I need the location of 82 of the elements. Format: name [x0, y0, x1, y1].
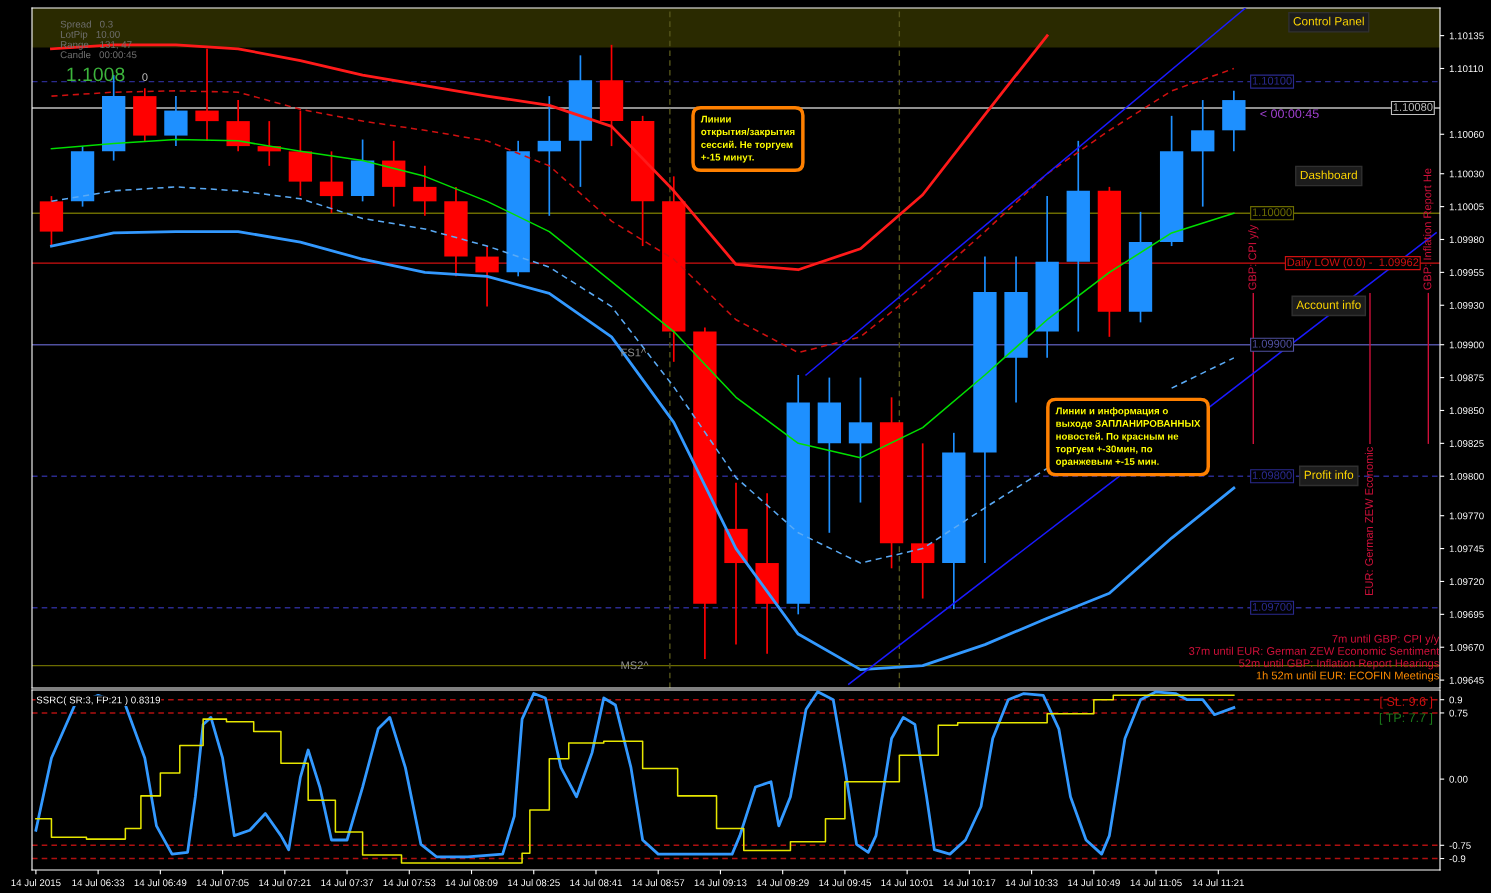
y-tick-label: 1.09720	[1449, 578, 1484, 586]
x-tick-label: 14 Jul 10:49	[1068, 879, 1120, 887]
annotation: Линии открытия/закрытия сессий. Не торгуем +-15 минут.	[700, 115, 795, 163]
candlestick	[413, 164, 437, 217]
candlestick	[475, 245, 499, 308]
x-tick-label: 14 Jul 09:45	[819, 879, 871, 887]
candlestick	[848, 376, 873, 504]
annotation: 1.1008	[67, 67, 125, 82]
ref-line-label: 1.10100	[1252, 76, 1292, 85]
x-tick-label: 14 Jul 08:09	[445, 879, 498, 887]
annotation: 0	[142, 73, 148, 82]
y-tick-label: 0.75	[1449, 709, 1468, 717]
x-tick-label: 14 Jul 09:29	[756, 879, 809, 887]
y-tick-label: -0.9	[1449, 855, 1466, 863]
x-tick-label: 14 Jul 10:17	[943, 879, 996, 887]
y-tick-label: 1.09875	[1449, 374, 1484, 382]
x-tick-label: 14 Jul 09:13	[694, 879, 747, 887]
annotation: [ SL: 9.6 ]	[1380, 696, 1433, 709]
y-tick-label: 1.09900	[1449, 341, 1484, 349]
y-tick-label: 1.09980	[1449, 236, 1484, 244]
annotation: < 00:00:45	[1260, 109, 1319, 119]
annotation: Profit info	[1304, 470, 1354, 480]
annotation: Линии и информация о выходе ЗАПЛАНИРОВАННЫХ новостей. По красным не торгуем +-30мин, по оранжевым +-15 мин.	[1055, 407, 1201, 467]
y-tick-label: 1.09770	[1449, 512, 1484, 520]
x-tick-label: 14 Jul 2015	[11, 879, 61, 887]
y-tick-label: 1.09825	[1449, 440, 1484, 447]
annotation: Account info	[1296, 300, 1361, 310]
x-tick-label: 14 Jul 08:57	[632, 879, 685, 887]
ref-line-label: 1.09700	[1252, 602, 1292, 611]
annotation: Dashboard	[1300, 170, 1357, 180]
y-tick-label: 1.09930	[1449, 301, 1484, 309]
candlestick	[537, 95, 561, 217]
y-tick-label: 1.09800	[1449, 472, 1484, 480]
y-tick-label: 1.09745	[1449, 545, 1484, 553]
text: SSRC( SR:3, FP:21 ) 0.8319	[36, 696, 161, 706]
y-tick-label: 1.09670	[1449, 643, 1484, 651]
x-tick-label: 14 Jul 07:21	[259, 879, 311, 887]
candlestick	[1191, 99, 1215, 208]
y-tick-label: 1.10060	[1449, 131, 1484, 138]
ref-line-label: Daily LOW (0.0) - 1.09962	[1287, 257, 1419, 269]
y-tick-label: 1.10005	[1449, 203, 1484, 211]
y-tick-label: 1.09850	[1449, 407, 1484, 415]
y-tick-label: 1.09645	[1449, 676, 1484, 684]
y-tick-label: 0.00	[1449, 775, 1468, 783]
annotation: Candle 00:00:45	[60, 51, 137, 59]
x-tick-label: 14 Jul 08:41	[570, 879, 622, 887]
y-tick-label: 1.09955	[1449, 269, 1484, 276]
x-tick-label: 14 Jul 10:01	[881, 879, 934, 887]
x-tick-label: 14 Jul 10:33	[1005, 879, 1058, 887]
line-series	[50, 138, 1235, 459]
ref-line-label: EUR: German ZEW Economic	[1364, 446, 1373, 596]
annotation: 7m until GBP: CPI y/y	[1332, 634, 1440, 645]
x-tick-label: 14 Jul 08:25	[508, 879, 560, 887]
x-tick-label: 14 Jul 06:33	[72, 879, 125, 887]
y-tick-label: 1.10135	[1449, 32, 1484, 40]
annotation: LotPip 10.00	[60, 30, 120, 40]
annotation: Spread 0.3	[60, 20, 113, 30]
annotation: 1h 52m until EUR: ECOFIN Meetings	[1256, 671, 1439, 682]
x-tick-label: 14 Jul 11:05	[1130, 879, 1182, 887]
candlestick	[911, 442, 935, 600]
annotation: [ TP: 7.7 ]	[1379, 712, 1433, 725]
y-tick-label: -0.75	[1449, 842, 1471, 849]
ref-line-label: 1.10080	[1393, 103, 1433, 111]
y-tick-label: 1.10110	[1449, 65, 1484, 73]
annotation: 52m until GBP: Inflation Report Hearings	[1239, 659, 1439, 670]
x-tick-label: 14 Jul 07:05	[196, 879, 249, 887]
x-tick-label: 14 Jul 11:21	[1192, 879, 1244, 887]
annotation: Control Panel	[1293, 16, 1364, 26]
candlestick	[319, 150, 344, 215]
ref-line-label: 1.10000	[1252, 208, 1292, 217]
line-series	[50, 230, 1236, 671]
ref-line-label: 1.09900	[1252, 339, 1292, 348]
y-tick-label: 1.10030	[1449, 170, 1484, 178]
y-tick-label: 1.09695	[1449, 611, 1484, 618]
y-tick-label: 0.9	[1449, 696, 1463, 704]
ref-line-label: GBP: Inflation Report He	[1423, 168, 1434, 290]
x-tick-label: 14 Jul 07:53	[383, 879, 436, 887]
candlestick	[195, 47, 219, 142]
x-tick-label: 14 Jul 06:49	[134, 879, 187, 887]
ref-line-label: GBP: CPI y/y	[1248, 224, 1259, 290]
x-tick-label: 14 Jul 07:37	[321, 879, 374, 887]
ref-line-label: 1.09800	[1252, 471, 1292, 480]
